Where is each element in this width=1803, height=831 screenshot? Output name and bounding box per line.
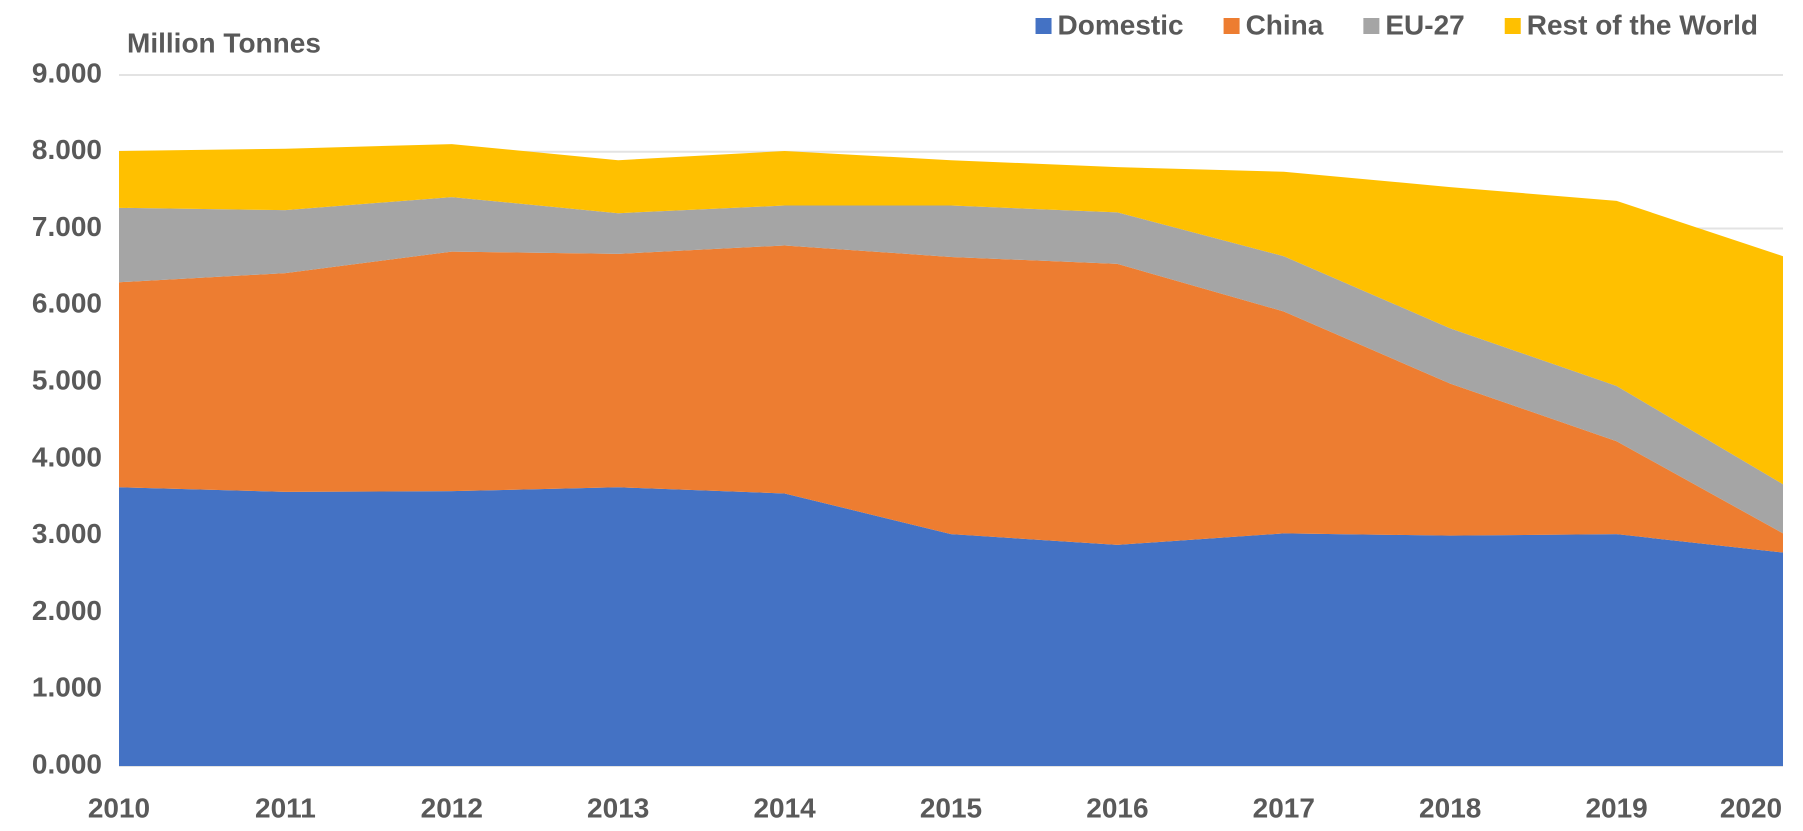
x-tick-label: 2020 [1720, 792, 1782, 823]
legend-label: EU-27 [1385, 9, 1464, 40]
legend-label: Rest of the World [1527, 9, 1758, 40]
area [119, 245, 1783, 553]
y-tick-label: 1.000 [32, 672, 102, 703]
x-tick-label: 2018 [1419, 792, 1481, 823]
area [119, 197, 1783, 534]
legend-swatch [1363, 18, 1380, 34]
x-tick-label: 2012 [421, 792, 483, 823]
legend-swatch [1035, 18, 1052, 34]
y-tick-label: 7.000 [32, 211, 102, 242]
x-tick-label: 2016 [1086, 792, 1148, 823]
y-tick-label: 4.000 [32, 441, 102, 472]
legend-label: China [1246, 9, 1324, 40]
legend-swatch [1504, 18, 1521, 34]
y-tick-label: 6.000 [32, 288, 102, 319]
x-tick-label: 2019 [1585, 792, 1647, 823]
x-tick-label: 2011 [255, 792, 316, 823]
area [119, 144, 1783, 485]
legend-swatch [1223, 18, 1240, 34]
y-axis-label: Million Tonnes [127, 27, 321, 58]
y-tick-label: 5.000 [32, 365, 102, 396]
x-tick-label: 2010 [88, 792, 150, 823]
y-tick-label: 9.000 [32, 57, 102, 88]
area [119, 487, 1783, 766]
y-tick-label: 8.000 [32, 134, 102, 165]
x-tick-label: 2017 [1253, 792, 1315, 823]
y-tick-label: 3.000 [32, 518, 102, 549]
x-tick-label: 2015 [920, 792, 982, 823]
y-tick-label: 0.000 [32, 748, 102, 779]
x-tick-label: 2013 [587, 792, 649, 823]
y-tick-label: 2.000 [32, 595, 102, 626]
x-tick-label: 2014 [753, 792, 816, 823]
legend-label: Domestic [1058, 9, 1184, 40]
